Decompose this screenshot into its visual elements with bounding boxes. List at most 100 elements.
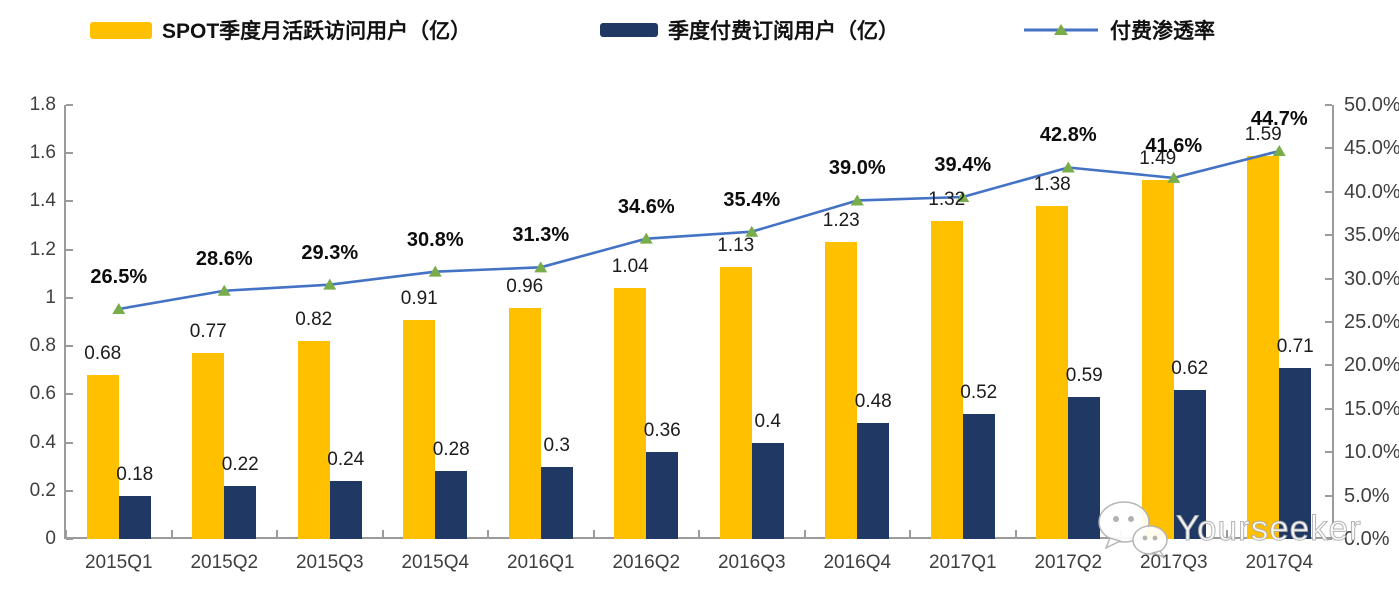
right-axis-tick-label: 20.0% [1344,354,1399,377]
penetration-marker [534,261,548,273]
mau-bar-swatch [90,21,152,39]
x-axis-tick [65,530,67,537]
left-axis-tick [66,538,73,540]
subs-bar-value-label: 0.52 [960,381,998,403]
left-axis-line [64,105,66,539]
right-axis-tick [1325,147,1332,150]
penetration-marker [112,302,126,314]
right-axis-tick [1325,234,1332,237]
legend-label-mau: SPOT季度月活跃访问用户（亿） [162,20,472,43]
mau-bar [719,266,752,539]
mau-bar-value-label: 1.23 [822,210,860,232]
penetration-line-path [118,149,1280,311]
penetration-marker [1272,145,1286,157]
subs-bar-value-label: 0.22 [221,453,259,475]
x-axis-tick [698,530,700,537]
penetration-value-label: 28.6% [195,247,253,270]
x-axis-tick [381,530,384,537]
right-axis-tick-label: 25.0% [1344,311,1399,333]
x-axis-tick [487,530,489,537]
mau-bar-value-label: 1.13 [717,234,755,256]
x-axis-tick [1225,530,1228,537]
subs-bar-value-label: 0.48 [854,391,892,413]
right-axis-tick [1325,407,1332,410]
left-axis-tick [66,345,73,348]
left-axis-tick-label: 0 [45,528,56,549]
mau-bar [508,307,541,539]
wechat-icon [1098,501,1168,558]
mau-bar-value-label: 0.96 [506,275,544,297]
mau-bar-value-label: 1.38 [1033,174,1071,196]
x-axis-label: 2017Q2 [1034,552,1103,573]
right-axis-tick [1325,190,1332,193]
x-axis-label: 2016Q3 [717,552,786,573]
subs-bar [962,413,995,539]
right-axis-tick-label: 50.0% [1344,94,1399,116]
subs-bar [1173,389,1206,539]
mau-bar [86,375,119,539]
x-axis-tick [909,530,911,537]
penetration-marker [217,284,231,296]
x-axis-label: 2016Q2 [612,552,681,573]
penetration-value-label: 42.8% [1039,124,1097,147]
x-axis-tick [1331,530,1333,537]
line-marker-swatch [1024,24,1098,35]
right-axis-tick-label: 15.0% [1344,397,1399,420]
penetration-value-label: 34.6% [617,195,675,218]
mau-bar-value-label: 0.82 [295,309,333,331]
x-axis-label: 2017Q4 [1245,552,1314,573]
legend-item-mau: SPOT季度月活跃访问用户（亿） [90,14,471,46]
watermark: Yourseeker [1096,500,1362,558]
penetration-value-label: 44.7% [1250,108,1308,130]
x-axis-tick [170,530,173,537]
mau-bar [192,353,225,539]
mau-bar-value-label: 0.68 [84,343,122,365]
penetration-value-label: 29.3% [301,241,359,264]
subs-bar-value-label: 0.62 [1171,357,1209,379]
right-axis-tick-label: 40.0% [1344,180,1399,203]
left-axis-tick [66,152,73,155]
x-axis-tick [276,530,278,537]
penetration-marker [639,232,653,244]
bottom-axis-line [64,537,1334,539]
mau-bar-value-label: 1.04 [611,256,649,278]
right-axis-line [1332,105,1334,539]
right-axis-tick-label: 0.0% [1344,528,1390,550]
penetration-value-label: 35.4% [723,188,781,211]
mau-bar-value-label: 1.59 [1244,123,1282,145]
x-axis-tick [1014,530,1017,537]
watermark-text: Yourseeker [1176,509,1362,549]
subs-bar [540,466,573,539]
left-axis-tick-label: 0.6 [29,383,56,405]
right-axis-tick [1325,538,1332,540]
left-axis-tick-label: 1.4 [29,190,56,212]
subs-bar [646,452,679,539]
mau-bar-value-label: 1.32 [928,188,966,210]
left-axis-tick [66,104,73,106]
subs-bar [118,495,151,539]
mau-bar [614,288,647,539]
subs-bar-value-label: 0.59 [1065,364,1103,386]
left-axis-tick [66,441,73,444]
left-axis-tick-label: 0.2 [29,479,56,501]
x-axis-label: 2016Q1 [506,552,575,573]
left-axis-tick-label: 0.4 [29,431,56,453]
left-axis-tick [66,248,73,251]
subs-bar-value-label: 0.4 [754,410,781,432]
subs-bar-swatch [600,23,658,37]
penetration-value-label: 41.6% [1145,134,1203,157]
legend-item-penetration: 付费渗透率 [1022,14,1215,46]
left-axis-tick [66,200,73,203]
right-axis-tick-label: 5.0% [1344,484,1390,507]
subs-bar-value-label: 0.3 [543,434,570,456]
subs-bar [329,481,362,539]
right-axis-tick [1325,321,1332,323]
penetration-marker [850,194,864,206]
right-axis-tick [1325,364,1332,367]
subs-bar [751,442,784,539]
subs-bar-value-label: 0.18 [116,463,154,485]
subs-bar [435,471,468,539]
right-axis-tick [1325,451,1332,454]
left-axis-tick [66,296,73,299]
